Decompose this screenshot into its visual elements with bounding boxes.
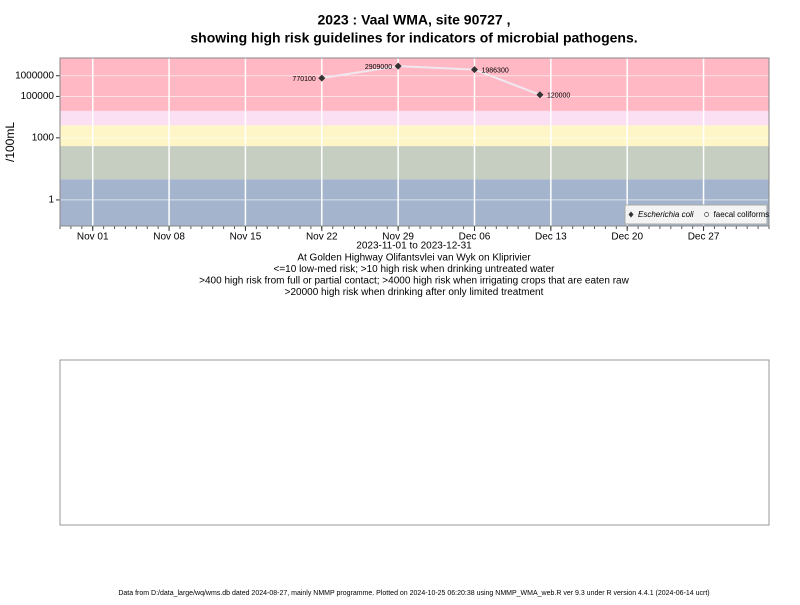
plot-frame <box>59 57 770 227</box>
caption-line: <=10 low-med risk; >10 high risk when dr… <box>274 264 556 275</box>
x-axis-label: 2023-11-01 to 2023-12-31 <box>356 241 472 252</box>
legend-marker <box>704 212 709 217</box>
data-label: 2909000 <box>365 64 392 71</box>
y-axis-label: /100mL <box>3 122 17 162</box>
x-tick-label: Dec 27 <box>688 232 720 243</box>
data-point <box>536 91 544 99</box>
x-tick-label: Dec 13 <box>535 232 567 243</box>
y-tick-label: 1000 <box>32 132 55 143</box>
x-tick-label: Nov 08 <box>153 232 185 243</box>
caption-line: At Golden Highway Olifantsvlei van Wyk o… <box>297 253 531 264</box>
y-tick-label: 1 <box>48 195 54 206</box>
risk-band <box>60 110 769 126</box>
footer: Data from D:/data_large/wq/wms.db dated … <box>118 590 709 597</box>
caption-line: >400 high risk from full or partial cont… <box>199 276 629 287</box>
y-tick-label: 100000 <box>21 91 55 102</box>
legend-box <box>624 204 768 225</box>
x-tick-label: Dec 20 <box>611 232 643 243</box>
x-tick-label: Nov 22 <box>306 232 338 243</box>
empty-panel <box>59 359 770 526</box>
risk-band <box>60 146 769 180</box>
x-tick-label: Nov 01 <box>77 232 109 243</box>
x-tick-label: Nov 29 <box>382 232 414 243</box>
chart-title: 2023 : Vaal WMA, site 90727 , <box>318 12 511 28</box>
data-point <box>470 66 478 74</box>
data-point <box>318 74 326 82</box>
y-tick-label: 1000000 <box>15 70 54 81</box>
chart-subtitle: showing high risk guidelines for indicat… <box>190 30 637 46</box>
risk-band <box>60 125 769 147</box>
data-label: 120000 <box>547 93 570 100</box>
legend-label: Escherichia coli <box>638 210 694 219</box>
legend-label: faecal coliforms <box>714 210 770 219</box>
caption-line: >20000 high risk when drinking after onl… <box>285 287 544 298</box>
data-label: 1986300 <box>481 67 508 74</box>
data-point <box>394 62 402 70</box>
data-label: 770100 <box>292 76 315 83</box>
x-tick-label: Nov 15 <box>230 232 262 243</box>
legend-marker <box>628 211 634 218</box>
data-line <box>321 65 541 96</box>
x-tick-label: Dec 06 <box>459 232 491 243</box>
